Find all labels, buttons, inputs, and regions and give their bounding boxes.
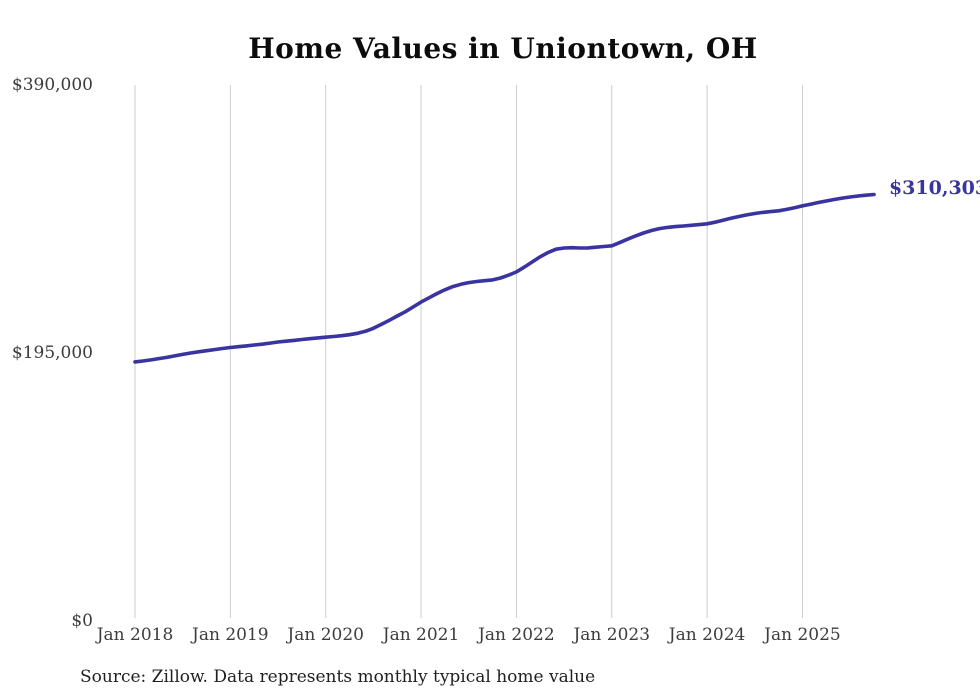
x-tick-label: Jan 2019 xyxy=(192,625,269,645)
x-tick-label: Jan 2022 xyxy=(478,625,555,645)
x-tick-label: Jan 2025 xyxy=(764,625,841,645)
chart-title: Home Values in Uniontown, OH xyxy=(248,32,758,65)
x-tick-label: Jan 2020 xyxy=(287,625,364,645)
source-note: Source: Zillow. Data represents monthly … xyxy=(80,667,596,687)
y-tick-label: $195,000 xyxy=(11,343,93,363)
end-value-label: $310,303 xyxy=(888,176,980,199)
value-line xyxy=(133,192,876,364)
y-tick-label: $390,000 xyxy=(11,75,93,95)
y-tick-label: $0 xyxy=(71,611,93,631)
x-tick-label: Jan 2021 xyxy=(382,625,460,645)
x-tick-label: Jan 2023 xyxy=(573,625,651,645)
x-tick-label: Jan 2024 xyxy=(668,625,746,645)
x-tick-label: Jan 2018 xyxy=(96,625,174,645)
